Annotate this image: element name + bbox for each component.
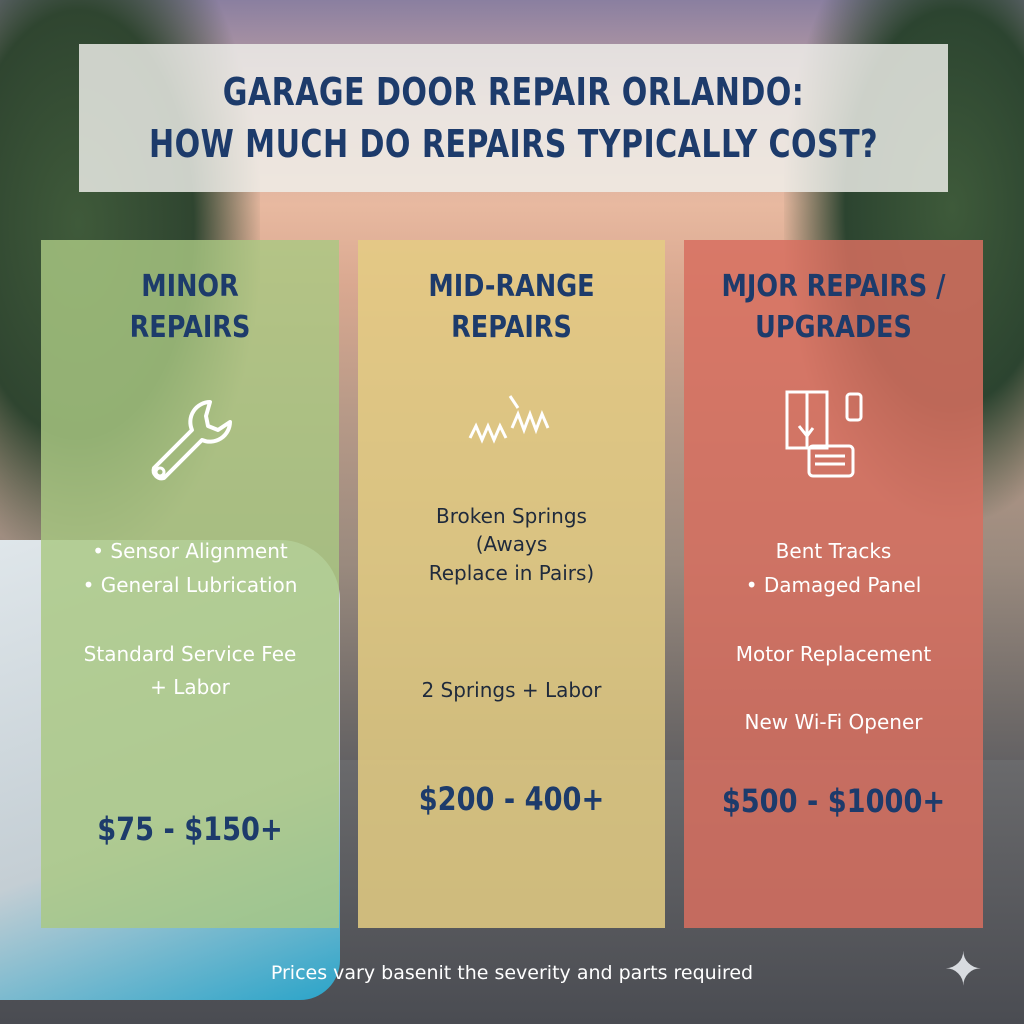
list-item: Replace in Pairs) (428, 561, 595, 585)
wrench-icon (151, 400, 232, 481)
spring-icon (468, 395, 549, 444)
column-heading: MJOR REPAIRS / UPGRADES (721, 269, 946, 345)
footer-note: Prices vary basenit the severity and par… (270, 962, 754, 984)
broken-panel-motor-icon (785, 390, 862, 478)
list-item: Motor Replacement (735, 642, 932, 666)
column-major-repairs: MJOR REPAIRS / UPGRADES Bent Tracks • Dam… (684, 240, 983, 928)
list-item: + Labor (150, 675, 230, 699)
list-item: Bent Tracks (775, 539, 892, 563)
list-item: • Damaged Panel (745, 573, 922, 597)
list-item: (Aways (475, 532, 548, 556)
list-item: • General Lubrication (82, 573, 298, 597)
title-banner: GARAGE DOOR REPAIR ORLANDO: HOW MUCH DO … (79, 44, 948, 192)
sparkle-icon: ✦ (944, 942, 983, 996)
list-item: New Wi-Fi Opener (744, 710, 923, 734)
title-line-2: HOW MUCH DO REPAIRS TYPICALLY COST? (149, 122, 878, 166)
list-item: Standard Service Fee (83, 642, 297, 666)
list-item: Broken Springs (436, 504, 587, 528)
column-heading: MINOR REPAIRS (129, 269, 251, 345)
price-range: $200 - 400+ (418, 780, 605, 818)
price-range: $500 - $1000+ (721, 782, 946, 820)
list-item: 2 Springs + Labor (421, 678, 602, 702)
column-mid-range-repairs: MID-RANGE REPAIRS Broken Springs (Aways R… (358, 240, 665, 928)
price-range: $75 - $150+ (97, 810, 283, 848)
list-item: • Sensor Alignment (92, 539, 288, 563)
column-minor-repairs: MINOR REPAIRS • Sensor Alignment • Genera… (41, 240, 339, 928)
column-heading: MID-RANGE REPAIRS (428, 269, 595, 345)
title-line-1: GARAGE DOOR REPAIR ORLANDO: (222, 70, 805, 114)
